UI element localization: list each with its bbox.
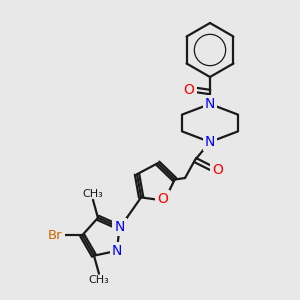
Text: N: N [205,135,215,149]
Text: O: O [184,83,194,97]
Text: N: N [205,97,215,111]
Text: N: N [114,220,124,234]
Text: N: N [112,244,122,258]
Text: CH₃: CH₃ [88,275,109,285]
Text: O: O [157,192,168,206]
Text: Br: Br [48,229,62,242]
Text: CH₃: CH₃ [82,189,103,199]
Text: O: O [213,163,224,177]
